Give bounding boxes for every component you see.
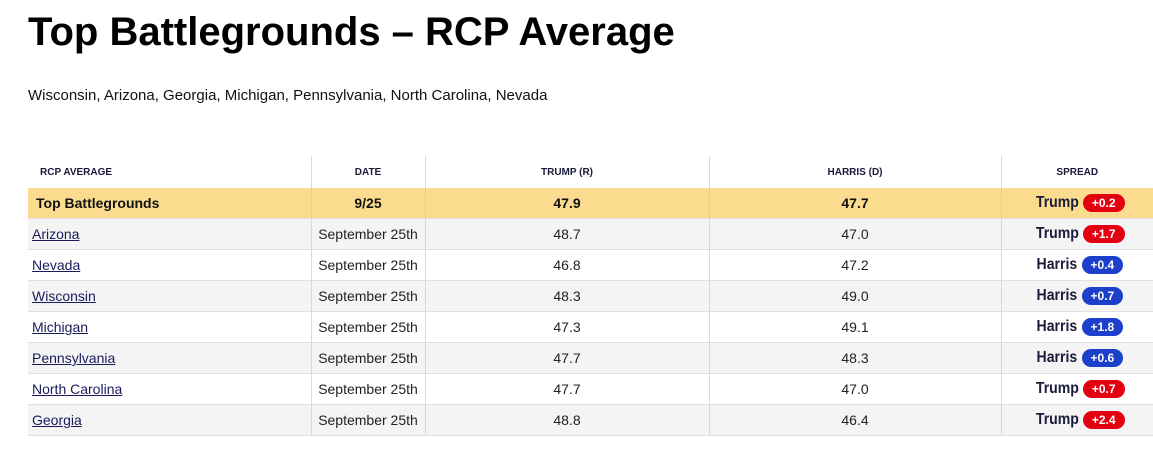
spread-cell: Harris +1.8 [1000,311,1153,343]
average-spread: Trump +0.2 [1000,188,1153,219]
state-cell: Arizona [28,218,311,250]
harris-value: 46.4 [708,404,1001,436]
average-trump-value: 47.9 [424,188,709,219]
spread-leader: Harris [1036,318,1078,335]
date-cell: September 25th [310,249,425,281]
table-row: Michigan September 25th 47.3 49.1 Harris +1.8 [28,311,1153,343]
average-row: Top Battlegrounds 9/25 47.9 47.7 Trump +… [28,188,1153,219]
header-rcp-average: RCP AVERAGE [40,166,113,178]
spread-badge: +1.8 [1081,318,1124,336]
trump-value: 48.8 [424,404,709,436]
spread-cell: Trump +0.7 [1000,373,1153,405]
state-cell: Georgia [28,404,311,436]
harris-value: 47.2 [708,249,1001,281]
trump-value: 47.7 [424,342,709,374]
spread-cell: Trump +2.4 [1000,404,1153,436]
spread-badge: +2.4 [1082,411,1125,429]
date-cell: September 25th [310,280,425,312]
trump-value: 47.3 [424,311,709,343]
spread-badge: +1.7 [1082,225,1125,243]
spread-leader: Harris [1036,349,1078,366]
spread-leader: Harris [1036,287,1078,304]
date-cell: September 25th [310,373,425,405]
state-link[interactable]: Arizona [32,226,80,242]
spread-leader: Trump [1035,411,1079,428]
header-spread: SPREAD [1000,156,1153,188]
date-cell: September 25th [310,311,425,343]
table-row: Pennsylvania September 25th 47.7 48.3 Harris… [28,342,1153,374]
state-cell: Nevada [28,249,311,281]
average-harris-value: 47.7 [708,188,1001,219]
table-row: North Carolina September 25th 47.7 47.0 Trum… [28,373,1153,405]
state-link[interactable]: Nevada [32,257,81,273]
state-link[interactable]: Michigan [32,319,89,335]
harris-value: 47.0 [708,218,1001,250]
state-link[interactable]: Georgia [32,412,82,428]
spread-badge: +0.2 [1082,194,1125,212]
state-cell: Wisconsin [28,280,311,312]
harris-value: 49.1 [708,311,1001,343]
harris-value: 49.0 [708,280,1001,312]
table-header-row: RCP AVERAGE DATE TRUMP (R) HARRIS (D) SP… [28,156,1153,188]
spread-badge: +0.4 [1081,256,1124,274]
spread-leader: Harris [1036,256,1078,273]
harris-value: 48.3 [708,342,1001,374]
spread-cell: Harris +0.7 [1000,280,1153,312]
spread-cell: Harris +0.6 [1000,342,1153,374]
trump-value: 48.3 [424,280,709,312]
polling-average-table: RCP AVERAGE DATE TRUMP (R) HARRIS (D) SP… [28,156,1153,436]
header-harris: HARRIS (D) [708,156,1001,188]
date-cell: September 25th [310,404,425,436]
average-date: 9/25 [310,188,425,219]
date-cell: September 25th [310,218,425,250]
page-subtitle: Wisconsin, Arizona, Georgia, Michigan, P… [28,87,548,104]
table-row: Arizona September 25th 48.7 47.0 Trump +1.7 [28,218,1153,250]
trump-value: 46.8 [424,249,709,281]
spread-leader: Trump [1035,380,1079,397]
harris-value: 47.0 [708,373,1001,405]
spread-leader: Trump [1035,225,1079,242]
table-row: Georgia September 25th 48.8 46.4 Trump +2.4 [28,404,1153,436]
state-cell: Michigan [28,311,311,343]
spread-leader: Trump [1035,194,1079,211]
table-row: Wisconsin September 25th 48.3 49.0 Harris +0.… [28,280,1153,312]
spread-cell: Harris +0.4 [1000,249,1153,281]
state-cell: Pennsylvania [28,342,311,374]
trump-value: 47.7 [424,373,709,405]
state-link[interactable]: Pennsylvania [32,350,116,366]
average-label: Top Battlegrounds [28,188,311,219]
spread-badge: +0.7 [1081,287,1124,305]
state-link[interactable]: Wisconsin [32,288,96,304]
spread-cell: Trump +1.7 [1000,218,1153,250]
header-date: DATE [310,156,425,188]
state-cell: North Carolina [28,373,311,405]
table-row: Nevada September 25th 46.8 47.2 Harris +0.4 [28,249,1153,281]
state-link[interactable]: North Carolina [32,381,123,397]
header-trump: TRUMP (R) [424,156,709,188]
date-cell: September 25th [310,342,425,374]
spread-badge: +0.6 [1081,349,1124,367]
spread-badge: +0.7 [1082,380,1125,398]
trump-value: 48.7 [424,218,709,250]
page-title: Top Battlegrounds – RCP Average [28,10,675,54]
